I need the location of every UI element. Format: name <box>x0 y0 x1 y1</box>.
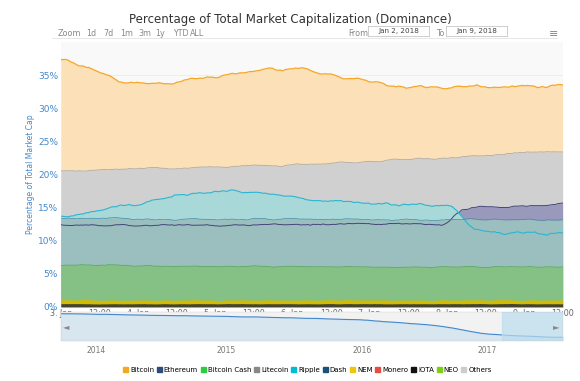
Text: YTD: YTD <box>173 29 189 38</box>
Legend: Bitcoin, Ethereum, Bitcoin Cash, Litecoin, Ripple, Dash, NEM, Monero, IOTA, NEO,: Bitcoin, Ethereum, Bitcoin Cash, Litecoi… <box>120 364 495 376</box>
Text: ◄: ◄ <box>63 322 70 331</box>
Text: Percentage of Total Market Capitalization (Dominance): Percentage of Total Market Capitalizatio… <box>129 13 451 26</box>
Text: Jan 9, 2018: Jan 9, 2018 <box>456 28 497 34</box>
Text: 3m: 3m <box>138 29 151 38</box>
Text: ►: ► <box>553 322 559 331</box>
Text: 1m: 1m <box>121 29 133 38</box>
Text: From: From <box>348 29 368 38</box>
Text: ALL: ALL <box>190 29 205 38</box>
Text: 1y: 1y <box>155 29 165 38</box>
Y-axis label: Percentage of Total Market Cap: Percentage of Total Market Cap <box>26 115 35 234</box>
Text: 1d: 1d <box>86 29 96 38</box>
Text: 7d: 7d <box>103 29 114 38</box>
Text: To: To <box>436 29 444 38</box>
Text: ≡: ≡ <box>549 29 559 38</box>
Text: Jan 2, 2018: Jan 2, 2018 <box>378 28 419 34</box>
Text: Zoom: Zoom <box>58 29 82 38</box>
Bar <box>502 312 563 341</box>
